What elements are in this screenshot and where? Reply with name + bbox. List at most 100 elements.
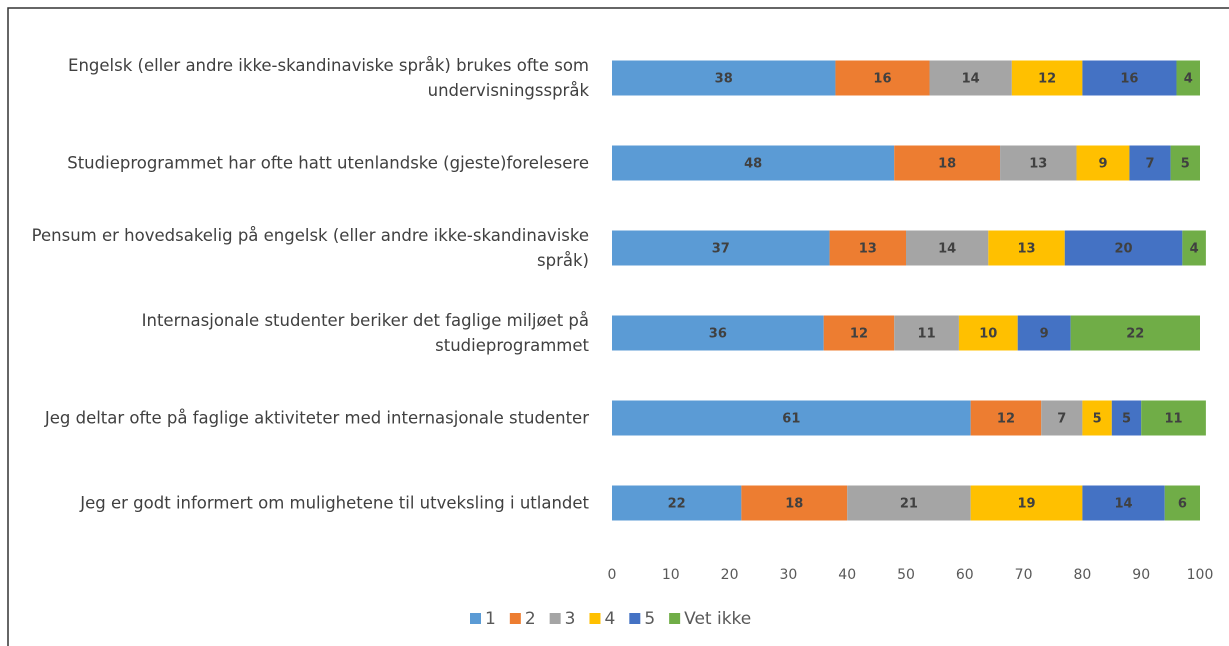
data-label: 13: [1017, 242, 1035, 257]
data-label: 4: [1190, 242, 1199, 257]
bar-segment: [612, 485, 742, 521]
bar-segment: [612, 230, 830, 266]
bar-segment: [612, 60, 836, 96]
legend-label: 4: [604, 609, 615, 629]
data-label: 18: [938, 157, 956, 172]
x-tick-label: 20: [721, 567, 739, 583]
data-label: 9: [1040, 327, 1049, 342]
bar-segment: [612, 400, 971, 436]
data-label: 18: [785, 497, 803, 512]
category-label: Jeg deltar ofte på faglige aktiviteter m…: [44, 408, 589, 428]
bar-segment: [929, 60, 1012, 96]
legend-label: Vet ikke: [684, 609, 751, 629]
bar-segment: [1141, 400, 1206, 436]
bar-segment: [1064, 230, 1183, 266]
bar-segment: [823, 315, 895, 351]
legend-label: 1: [485, 609, 496, 629]
bar-segment: [612, 145, 895, 181]
x-tick-label: 30: [779, 567, 797, 583]
legend-swatch: [549, 613, 561, 624]
data-label: 12: [1038, 72, 1056, 87]
legend-label: 2: [525, 609, 536, 629]
data-label: 13: [1029, 157, 1047, 172]
legend-swatch: [509, 613, 521, 624]
bar-segment: [1011, 60, 1083, 96]
legend-swatch: [470, 613, 481, 624]
data-label: 16: [1120, 72, 1138, 87]
bar-segment: [1070, 315, 1200, 351]
bar-segment: [1041, 400, 1083, 436]
bar-segment: [1082, 60, 1177, 96]
x-tick-label: 90: [1132, 567, 1150, 583]
data-label: 10: [979, 327, 997, 342]
bar-segment: [894, 145, 1001, 181]
data-label: 5: [1181, 157, 1190, 172]
bar-segment: [612, 315, 824, 351]
bar-segment: [847, 485, 971, 521]
data-label: 13: [859, 242, 877, 257]
bar-segment: [1111, 400, 1142, 436]
data-label: 11: [918, 327, 936, 342]
data-label: 6: [1178, 497, 1187, 512]
data-label: 16: [873, 72, 891, 87]
data-label: 5: [1093, 412, 1102, 427]
bar-segment: [1170, 145, 1200, 181]
data-label: 9: [1098, 157, 1107, 172]
data-label: 22: [668, 497, 686, 512]
data-label: 12: [850, 327, 868, 342]
category-label: Jeg er godt informert om mulighetene til…: [80, 493, 589, 513]
legend-swatch: [589, 613, 601, 624]
x-tick-label: 10: [662, 567, 680, 583]
data-label: 22: [1126, 327, 1144, 342]
bar-segment: [1176, 60, 1200, 96]
x-tick-label: 60: [956, 567, 974, 583]
category-label: Internasjonale studenter beriker det fag…: [141, 311, 589, 355]
x-tick-label: 50: [897, 567, 915, 583]
x-tick-label: 70: [1015, 567, 1033, 583]
data-label: 4: [1184, 72, 1193, 87]
legend-swatch: [669, 613, 681, 624]
bar-segment: [1164, 485, 1200, 521]
data-label: 20: [1115, 242, 1133, 257]
data-label: 38: [715, 72, 733, 87]
data-label: 48: [744, 157, 762, 172]
data-label: 14: [962, 72, 980, 87]
bar-segment: [988, 230, 1065, 266]
data-label: 19: [1017, 497, 1035, 512]
bar-segment: [1129, 145, 1171, 181]
bar-segment: [970, 485, 1083, 521]
data-label: 7: [1145, 157, 1154, 172]
data-label: 14: [1115, 497, 1133, 512]
chart-frame: [7, 7, 1229, 646]
bar-segment: [1076, 145, 1130, 181]
bar-segment: [835, 60, 930, 96]
legend-label: 3: [565, 609, 576, 629]
x-tick-label: 40: [838, 567, 856, 583]
bar-segment: [1182, 230, 1206, 266]
bar-segment: [1017, 315, 1071, 351]
x-tick-label: 0: [608, 567, 617, 583]
data-label: 7: [1057, 412, 1066, 427]
bar-segment: [906, 230, 989, 266]
data-label: 12: [997, 412, 1015, 427]
category-label: Studieprogrammet har ofte hatt utenlands…: [67, 153, 589, 173]
data-label: 36: [709, 327, 727, 342]
bar-segment: [970, 400, 1042, 436]
bar-segment: [958, 315, 1018, 351]
bar-segment: [894, 315, 959, 351]
legend-swatch: [629, 613, 641, 624]
data-label: 11: [1164, 412, 1182, 427]
category-label: Pensum er hovedsakelig på engelsk (eller…: [31, 226, 589, 270]
legend-label: 5: [644, 609, 655, 629]
data-label: 14: [938, 242, 956, 257]
bar-segment: [741, 485, 848, 521]
data-label: 21: [900, 497, 918, 512]
category-label: Engelsk (eller andre ikke-skandinaviske …: [68, 56, 589, 100]
x-tick-label: 100: [1187, 567, 1214, 583]
bar-segment: [1082, 400, 1112, 436]
bar-segment: [1000, 145, 1077, 181]
data-label: 61: [782, 412, 800, 427]
x-tick-label: 80: [1073, 567, 1091, 583]
